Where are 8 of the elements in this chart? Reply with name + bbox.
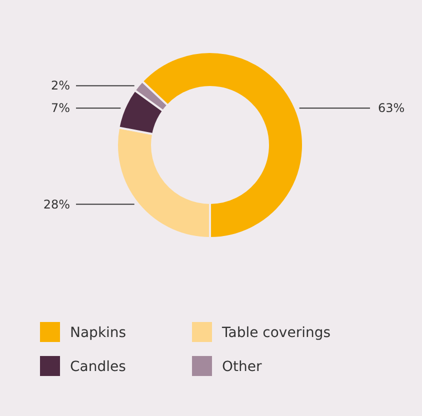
legend-label: Table coverings <box>221 325 331 341</box>
data-label: 28% <box>43 197 70 212</box>
legend-label: Napkins <box>70 325 126 341</box>
legend-label: Candles <box>70 359 126 375</box>
data-label: 7% <box>50 101 70 116</box>
data-label: 63% <box>378 101 405 116</box>
data-label: 2% <box>50 78 70 93</box>
legend-label: Other <box>222 359 262 375</box>
